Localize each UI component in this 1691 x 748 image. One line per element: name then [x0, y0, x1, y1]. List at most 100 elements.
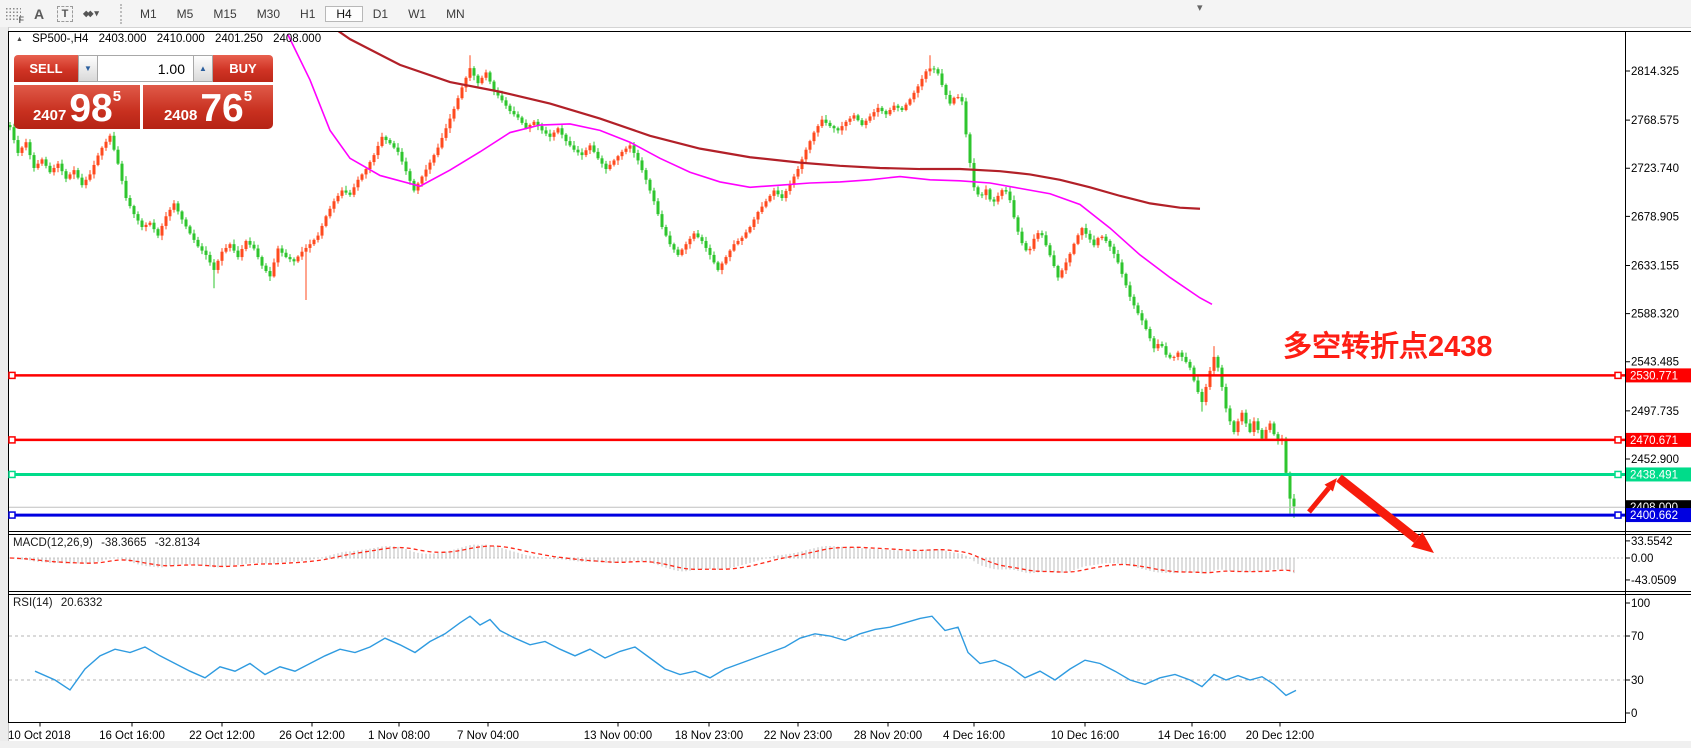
chart-annotation-text[interactable]: 多空转折点2438 — [1283, 331, 1493, 363]
timeframe-button-h1[interactable]: H1 — [300, 6, 316, 21]
price-axis-label: 2543.485 — [1631, 357, 1679, 369]
time-axis-label: 22 Nov 23:00 — [764, 730, 832, 742]
timeframe-button-h4[interactable]: H4 — [325, 5, 363, 22]
macd-value-main: -38.3665 — [101, 537, 147, 549]
time-axis-label: 10 Oct 2018 — [8, 730, 71, 742]
time-axis-label: 1 Nov 08:00 — [368, 730, 430, 742]
rsi-axis-label: 100 — [1631, 598, 1650, 610]
buy-price-big: 76 — [200, 87, 244, 130]
collapse-triangle-icon[interactable]: ▲ — [16, 36, 23, 43]
window-bottom-strip — [0, 741, 1691, 748]
macd-axis-label: 33.5542 — [1631, 536, 1673, 548]
timeframe-button-w1[interactable]: W1 — [408, 6, 427, 21]
macd-indicator-label: MACD(12,26,9) -38.3665 -32.8134 — [13, 537, 205, 549]
bar-low-value: 2401.250 — [214, 33, 263, 45]
rsi-value: 20.6332 — [60, 597, 103, 609]
time-axis-label: 7 Nov 04:00 — [457, 730, 519, 742]
hline-handle[interactable] — [8, 511, 16, 519]
hline-handle[interactable] — [1614, 511, 1622, 519]
candlestick-series — [9, 32, 1296, 518]
text-label-icon[interactable]: A — [33, 5, 45, 22]
timeframe-button-m1[interactable]: M1 — [140, 6, 157, 21]
rsi-indicator-label: RSI(14) 20.6332 — [13, 597, 107, 609]
hline-handle[interactable] — [1614, 436, 1622, 444]
arrow-head-icon[interactable] — [1411, 532, 1434, 553]
toolbar-overflow-icon[interactable]: ▾ — [1197, 2, 1203, 14]
arrow-head-icon[interactable] — [1324, 478, 1337, 492]
time-axis-label: 13 Nov 00:00 — [584, 730, 652, 742]
hline-handle[interactable] — [1614, 470, 1622, 479]
symbol-period-label: SP500-,H4 — [32, 33, 89, 45]
price-axis-label: 2588.320 — [1631, 309, 1679, 321]
timeframe-button-mn[interactable]: MN — [446, 6, 465, 21]
macd-axis-label: 0.00 — [1631, 553, 1653, 565]
time-axis-label: 26 Oct 12:00 — [279, 730, 345, 742]
time-axis-label: 18 Nov 23:00 — [675, 730, 743, 742]
macd-axis: 33.5542 0.00 -43.0509 — [1625, 536, 1676, 587]
macd-signal-line — [9, 545, 1295, 574]
timeframe-button-m15[interactable]: M15 — [213, 6, 237, 21]
price-axis-label: 2814.325 — [1631, 66, 1679, 78]
trend-arrow[interactable] — [1307, 486, 1331, 514]
timeframe-buttons: M1 M5 M15 M30 H1 H4 D1 W1 MN — [130, 1, 475, 27]
timeframe-button-m5[interactable]: M5 — [176, 6, 194, 21]
volume-input[interactable] — [98, 55, 193, 82]
volume-decrease-button[interactable]: ▼ — [78, 55, 98, 82]
objects-diamonds-icon: ◆◆ — [83, 9, 93, 18]
sell-button[interactable]: SELL — [14, 55, 78, 82]
price-axis-label: 2678.905 — [1631, 211, 1679, 223]
price-tag — [1626, 432, 1691, 447]
price-axis-label: 2723.740 — [1631, 163, 1679, 175]
price-axis-label: 2497.735 — [1631, 406, 1679, 418]
price-tag-label: 2470.671 — [1630, 435, 1678, 447]
timeframe-button-d1[interactable]: D1 — [372, 6, 389, 21]
price-tag-label: 2400.662 — [1630, 510, 1678, 522]
grid-dots-icon — [5, 7, 21, 20]
buy-button[interactable]: BUY — [213, 55, 273, 82]
objects-icon[interactable]: ◆◆ ▾ — [78, 2, 104, 26]
price-axis-label: 2768.575 — [1631, 115, 1679, 127]
hline-handle[interactable] — [1614, 371, 1622, 380]
ma-fast-line — [287, 34, 1213, 306]
price-tag — [1626, 368, 1691, 383]
rsi-axis: 100 70 30 0 — [1625, 598, 1650, 720]
bar-open-value: 2403.000 — [98, 33, 147, 45]
time-axis-label: 22 Oct 12:00 — [189, 730, 255, 742]
rsi-axis-label: 0 — [1631, 708, 1637, 720]
arrow-objects — [1307, 474, 1434, 553]
toolbar: F A T ◆◆ ▾ M1 M5 M15 M30 H1 H4 D1 W1 MN — [0, 0, 1691, 28]
macd-series — [9, 544, 1625, 574]
time-axis-label: 4 Dec 16:00 — [943, 730, 1005, 742]
buy-price-display[interactable]: 2408 76 5 — [143, 85, 273, 129]
bar-high-value: 2410.000 — [156, 33, 205, 45]
sell-price-display[interactable]: 2407 98 5 — [14, 85, 140, 129]
sell-price-big: 98 — [69, 87, 113, 130]
macd-axis-label: -43.0509 — [1631, 575, 1676, 587]
chart-shift-icon[interactable]: F — [0, 2, 26, 26]
toolbar-separator — [114, 3, 122, 24]
time-axis-label: 20 Dec 12:00 — [1246, 730, 1314, 742]
trend-arrow[interactable] — [1336, 474, 1420, 543]
macd-name: MACD(12,26,9) — [13, 537, 93, 549]
timeframe-button-m30[interactable]: M30 — [256, 6, 281, 21]
hline-handle[interactable] — [8, 371, 16, 380]
sell-price-prefix: 2407 — [32, 107, 67, 124]
chevron-down-icon: ▾ — [94, 8, 99, 18]
text-tool-icon[interactable]: T — [52, 2, 78, 26]
time-axis-label: 28 Nov 20:00 — [854, 730, 922, 742]
hline-handle[interactable] — [8, 436, 16, 444]
hline-handle[interactable] — [8, 470, 16, 479]
rsi-series — [9, 615, 1625, 697]
one-click-trade-panel: SELL ▼ ▲ BUY 2407 98 5 2408 76 5 — [14, 55, 273, 129]
bar-close-value: 2408.000 — [273, 33, 322, 45]
panel-borders — [8, 31, 1691, 723]
price-tag-label: 2438.491 — [1630, 469, 1678, 481]
time-axis-label: 10 Dec 16:00 — [1051, 730, 1119, 742]
price-tag — [1626, 467, 1691, 482]
text-tool-glyph: T — [56, 5, 74, 22]
rsi-axis-label: 70 — [1631, 631, 1644, 643]
volume-increase-button[interactable]: ▲ — [193, 55, 213, 82]
